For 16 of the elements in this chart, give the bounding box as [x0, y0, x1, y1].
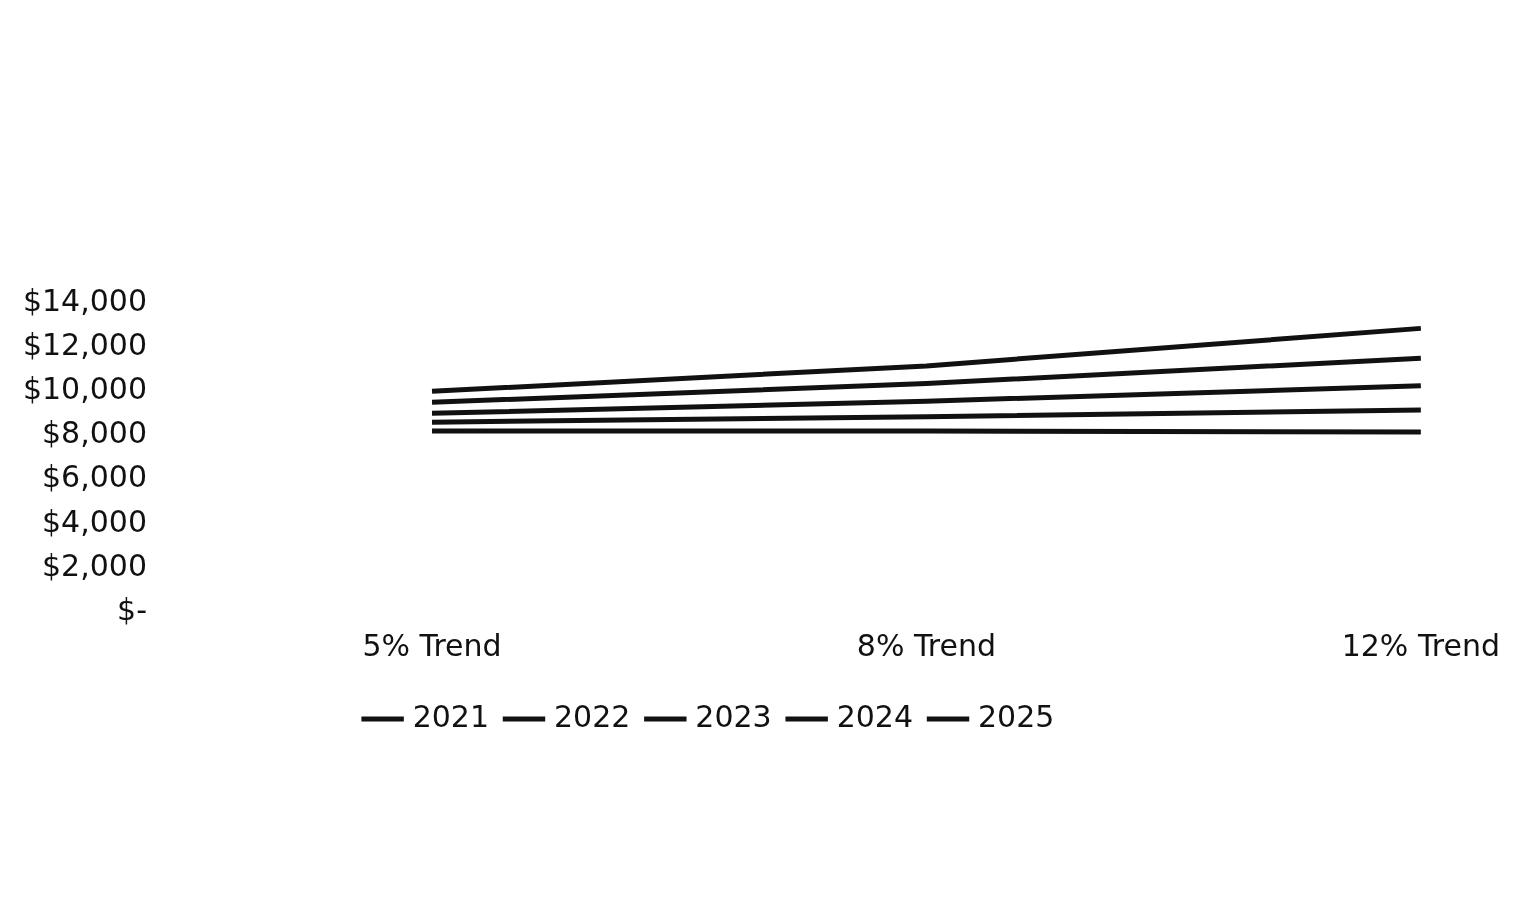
legend-label: 2021 [412, 698, 489, 734]
y-tick-label: $14,000 [22, 282, 147, 318]
y-tick-label: $6,000 [42, 459, 147, 495]
legend-label: 2022 [553, 698, 631, 734]
x-tick-label: 5% Trend [362, 627, 502, 663]
y-tick-label: $10,000 [22, 371, 147, 407]
y-tick-label: $12,000 [22, 326, 147, 362]
y-tick-label: $4,000 [42, 503, 147, 539]
legend-label: 2023 [695, 698, 772, 734]
legend-label: 2024 [836, 698, 914, 734]
y-tick-label: $- [117, 591, 147, 627]
y-tick-label: $8,000 [42, 415, 147, 451]
legend-label: 2025 [978, 698, 1055, 734]
x-tick-label: 8% Trend [856, 627, 997, 663]
y-tick-label: $2,000 [42, 547, 147, 583]
x-tick-label: 12% Trend [1341, 627, 1500, 663]
